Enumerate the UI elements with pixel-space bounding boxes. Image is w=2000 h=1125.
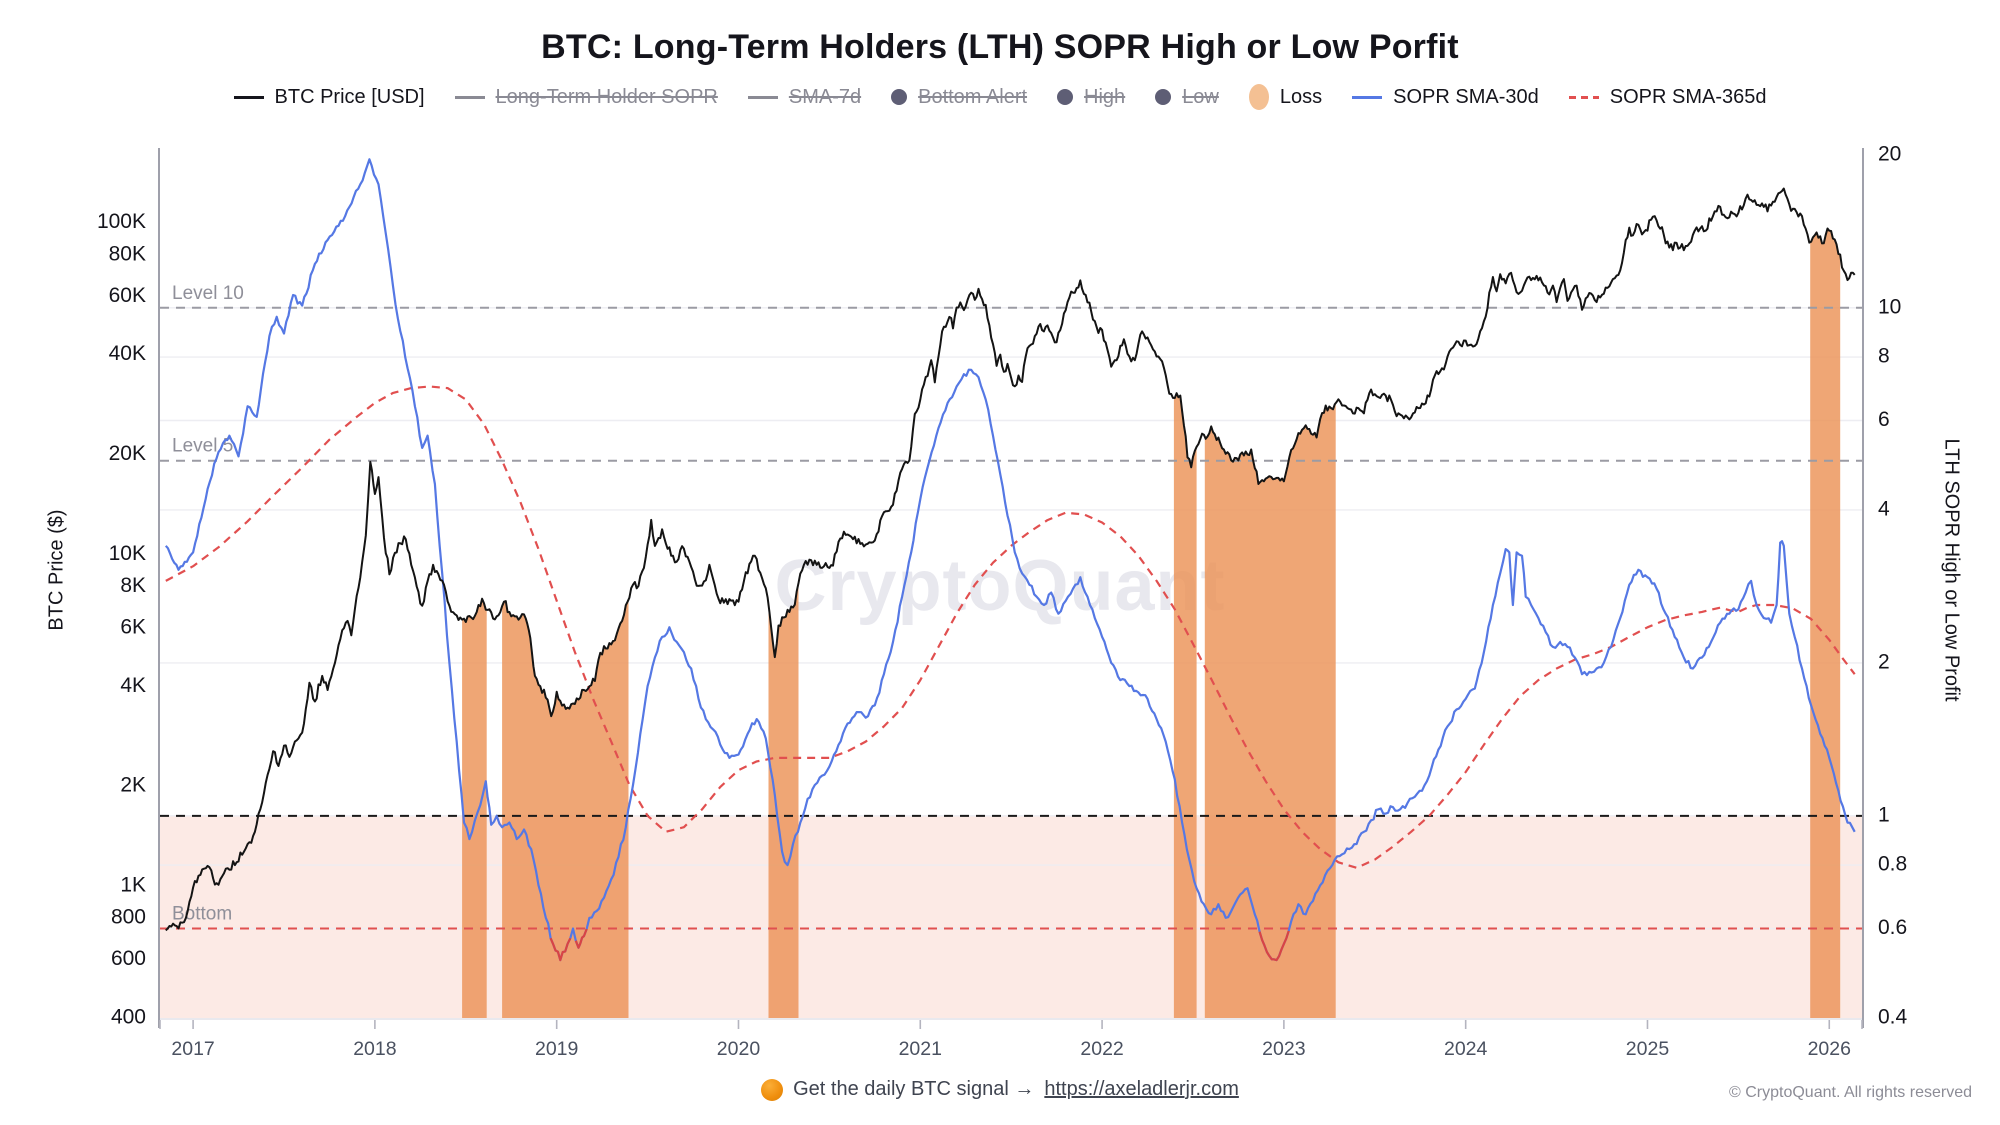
chart-title: BTC: Long-Term Holders (LTH) SOPR High o… — [541, 28, 1459, 66]
circle-swatch-icon — [1155, 89, 1172, 105]
y-left-tick-label: 1K — [120, 874, 146, 897]
y-left-tick-label: 20K — [109, 442, 146, 465]
y-left-tick-label: 400 — [111, 1006, 146, 1029]
legend-item-label: SOPR SMA-365d — [1609, 85, 1767, 108]
legend-item-btc-price-usd[interactable]: BTC Price [USD] — [233, 85, 425, 109]
ellipse-swatch-icon — [1248, 84, 1269, 110]
y-right-tick-label: 8 — [1878, 345, 1890, 368]
y-left-tick-label: 800 — [111, 906, 146, 929]
sopr-sma-365d-line — [165, 385, 1856, 869]
footer: Get the daily BTC signal → https://axela… — [0, 1078, 2000, 1101]
circle-swatch-icon — [891, 89, 908, 105]
line-swatch-icon — [454, 95, 485, 99]
x-axis-tick-label: 2020 — [717, 1038, 761, 1060]
y-left-tick-label: 40K — [109, 342, 146, 365]
loss-band — [1810, 228, 1841, 1018]
x-axis-tick-label: 2019 — [535, 1038, 578, 1060]
legend-item-label: Bottom Alert — [918, 85, 1028, 108]
legend-item-sopr-sma-30d[interactable]: SOPR SMA-30d — [1352, 86, 1539, 109]
x-axis-tick-label: 2023 — [1262, 1038, 1305, 1060]
y-left-tick-label: 8K — [120, 574, 146, 597]
loss-band — [462, 598, 487, 1018]
x-axis-tick-label: 2022 — [1080, 1038, 1123, 1060]
legend: BTC Price [USD] Long-Term Holder SOPR SMA-… — [0, 84, 2000, 110]
y-right-tick-label: 0.4 — [1878, 1006, 1908, 1029]
legend-item-label: SOPR SMA-30d — [1393, 85, 1539, 108]
y-right-tick-label: 10 — [1878, 295, 1901, 318]
legend-item-label: BTC Price [USD] — [274, 85, 425, 108]
y-left-tick-label: 6K — [120, 615, 146, 638]
loss-band — [502, 601, 629, 1018]
legend-item-label: Loss — [1279, 85, 1323, 108]
reference-line-label: Bottom — [172, 904, 232, 925]
y-right-tick-label: 4 — [1878, 498, 1890, 521]
y-right-tick-label: 0.6 — [1878, 916, 1907, 939]
watermark: CryptoQuant — [774, 546, 1226, 626]
dashed-line-swatch-icon — [1568, 95, 1599, 99]
y-left-tick-label: 10K — [109, 542, 146, 565]
sopr-sma-30d-below-bottom-line — [549, 928, 1290, 962]
legend-item-bottom-alert[interactable]: Bottom Alert — [891, 86, 1027, 109]
legend-item-label: SMA-7d — [788, 85, 862, 108]
line-swatch-icon — [233, 95, 264, 99]
profit-zone — [160, 815, 1862, 1018]
loss-band — [1173, 393, 1197, 1018]
reference-line-label: Level 5 — [172, 436, 233, 457]
orange-circle-icon — [761, 1078, 784, 1101]
line-swatch-icon — [747, 95, 778, 99]
y-right-tick-label: 6 — [1878, 408, 1890, 431]
legend-item-sma-7d[interactable]: SMA-7d — [747, 85, 862, 109]
footer-link[interactable]: https://axeladlerjr.com — [1044, 1078, 1239, 1100]
loss-band — [768, 583, 799, 1018]
legend-item-label: Low — [1182, 85, 1219, 108]
sopr-sma-30d-line — [164, 158, 1856, 962]
legend-item-sopr-sma-365d[interactable]: SOPR SMA-365d — [1568, 85, 1767, 109]
legend-item-long-term-holder-sopr[interactable]: Long-Term Holder SOPR — [454, 85, 718, 109]
y-left-axis-title: BTC Price ($) — [45, 509, 68, 631]
line-swatch-icon — [1352, 95, 1383, 99]
btc-price-line — [165, 187, 1856, 932]
y-left-tick-label: 2K — [120, 774, 146, 797]
legend-item-high[interactable]: High — [1057, 86, 1125, 109]
x-axis-tick-label: 2026 — [1808, 1038, 1851, 1060]
y-left-tick-label: 80K — [109, 242, 146, 265]
x-axis-tick-label: 2021 — [899, 1038, 942, 1060]
y-left-tick-label: 600 — [111, 947, 146, 970]
y-left-tick-label: 4K — [120, 674, 146, 697]
y-right-tick-label: 0.8 — [1878, 853, 1907, 876]
x-axis-tick-label: 2025 — [1626, 1038, 1670, 1060]
circle-swatch-icon — [1057, 89, 1074, 105]
x-axis-tick-label: 2024 — [1444, 1038, 1488, 1060]
legend-item-label: High — [1084, 85, 1126, 108]
y-right-tick-label: 1 — [1878, 803, 1890, 826]
x-axis-tick-label: 2018 — [353, 1038, 396, 1060]
x-axis-tick-label: 2017 — [171, 1038, 214, 1060]
legend-item-label: Long-Term Holder SOPR — [495, 85, 718, 108]
legend-item-low[interactable]: Low — [1155, 86, 1219, 109]
footer-text: Get the daily BTC signal → — [793, 1078, 1035, 1100]
loss-band — [1204, 404, 1336, 1018]
y-right-axis-title: LTH SOPR High or Low Profit — [1940, 438, 1963, 702]
y-right-tick-label: 2 — [1878, 650, 1890, 673]
copyright: © CryptoQuant. All rights reserved — [1729, 1084, 1972, 1101]
y-left-tick-label: 100K — [97, 210, 146, 233]
y-left-tick-label: 60K — [109, 284, 146, 307]
reference-line-label: Level 10 — [172, 283, 244, 304]
legend-item-loss[interactable]: Loss — [1248, 84, 1323, 110]
y-right-tick-label: 20 — [1878, 142, 1901, 165]
